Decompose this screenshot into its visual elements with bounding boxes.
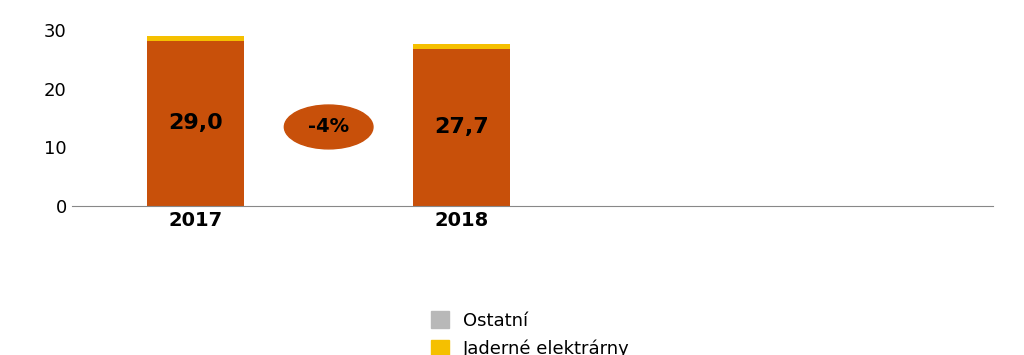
Bar <box>147 41 245 206</box>
Ellipse shape <box>285 105 373 149</box>
Text: 27,7: 27,7 <box>434 117 489 137</box>
Bar <box>147 36 245 41</box>
Text: 29,0: 29,0 <box>168 114 223 133</box>
Bar <box>413 44 510 49</box>
Legend: Ostatní, Jaderné elektrárny, Uhelné elektrárny: Ostatní, Jaderné elektrárny, Uhelné elek… <box>431 311 630 355</box>
Bar <box>413 49 510 206</box>
Text: -4%: -4% <box>308 118 349 136</box>
